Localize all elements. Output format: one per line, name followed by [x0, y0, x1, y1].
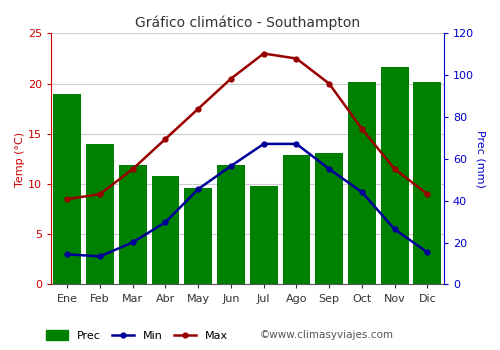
- Text: ©www.climasyviajes.com: ©www.climasyviajes.com: [260, 329, 394, 340]
- Bar: [184, 188, 212, 285]
- Bar: [217, 165, 245, 285]
- Bar: [282, 155, 310, 285]
- Bar: [250, 186, 278, 285]
- Bar: [119, 165, 146, 285]
- Y-axis label: Prec (mm): Prec (mm): [475, 130, 485, 188]
- Bar: [348, 82, 376, 285]
- Legend: Prec, Min, Max: Prec, Min, Max: [46, 330, 228, 341]
- Bar: [86, 144, 114, 285]
- Bar: [380, 67, 408, 285]
- Bar: [414, 82, 442, 285]
- Title: Gráfico climático - Southampton: Gráfico climático - Southampton: [135, 15, 360, 29]
- Y-axis label: Temp (°C): Temp (°C): [15, 131, 25, 187]
- Bar: [54, 94, 81, 285]
- Bar: [152, 176, 180, 285]
- Bar: [316, 153, 343, 285]
